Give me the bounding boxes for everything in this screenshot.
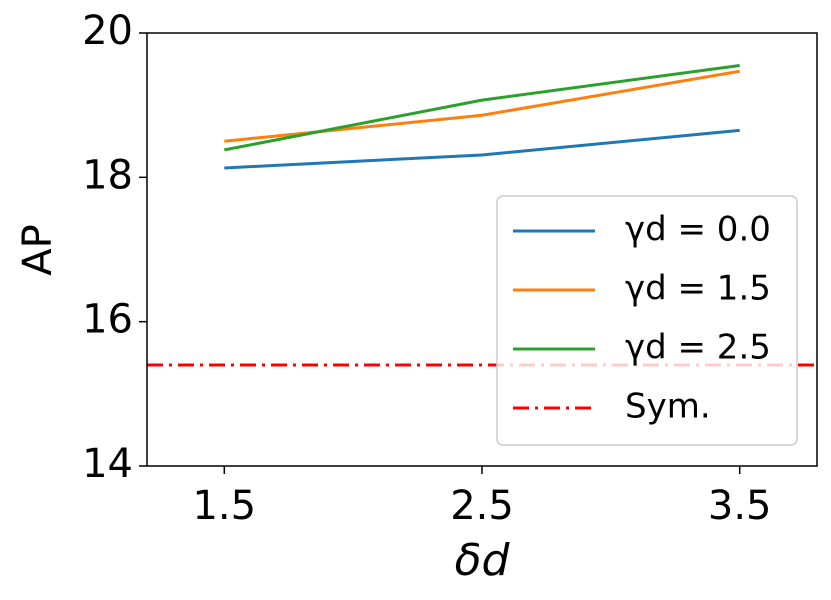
y-axis-label: AP xyxy=(15,224,61,275)
y-tick-label: 20 xyxy=(82,8,133,54)
x-tick-label: 3.5 xyxy=(708,483,772,529)
x-tick-label: 1.5 xyxy=(192,483,256,529)
legend xyxy=(496,195,798,446)
legend-label: γd = 2.5 xyxy=(625,328,771,368)
plot-frame xyxy=(146,32,818,467)
legend-label: γd = 1.5 xyxy=(625,269,771,309)
x-axis-label: δd xyxy=(455,535,511,586)
x-tick-label: 2.5 xyxy=(450,483,514,529)
y-tick-label: 14 xyxy=(82,441,133,487)
legend-label: Sym. xyxy=(625,387,711,427)
line xyxy=(224,128,740,170)
line xyxy=(224,69,740,143)
line xyxy=(224,63,740,152)
y-tick-label: 16 xyxy=(82,297,133,343)
y-tick-label: 18 xyxy=(82,152,133,198)
legend-label: γd = 0.0 xyxy=(625,210,771,250)
